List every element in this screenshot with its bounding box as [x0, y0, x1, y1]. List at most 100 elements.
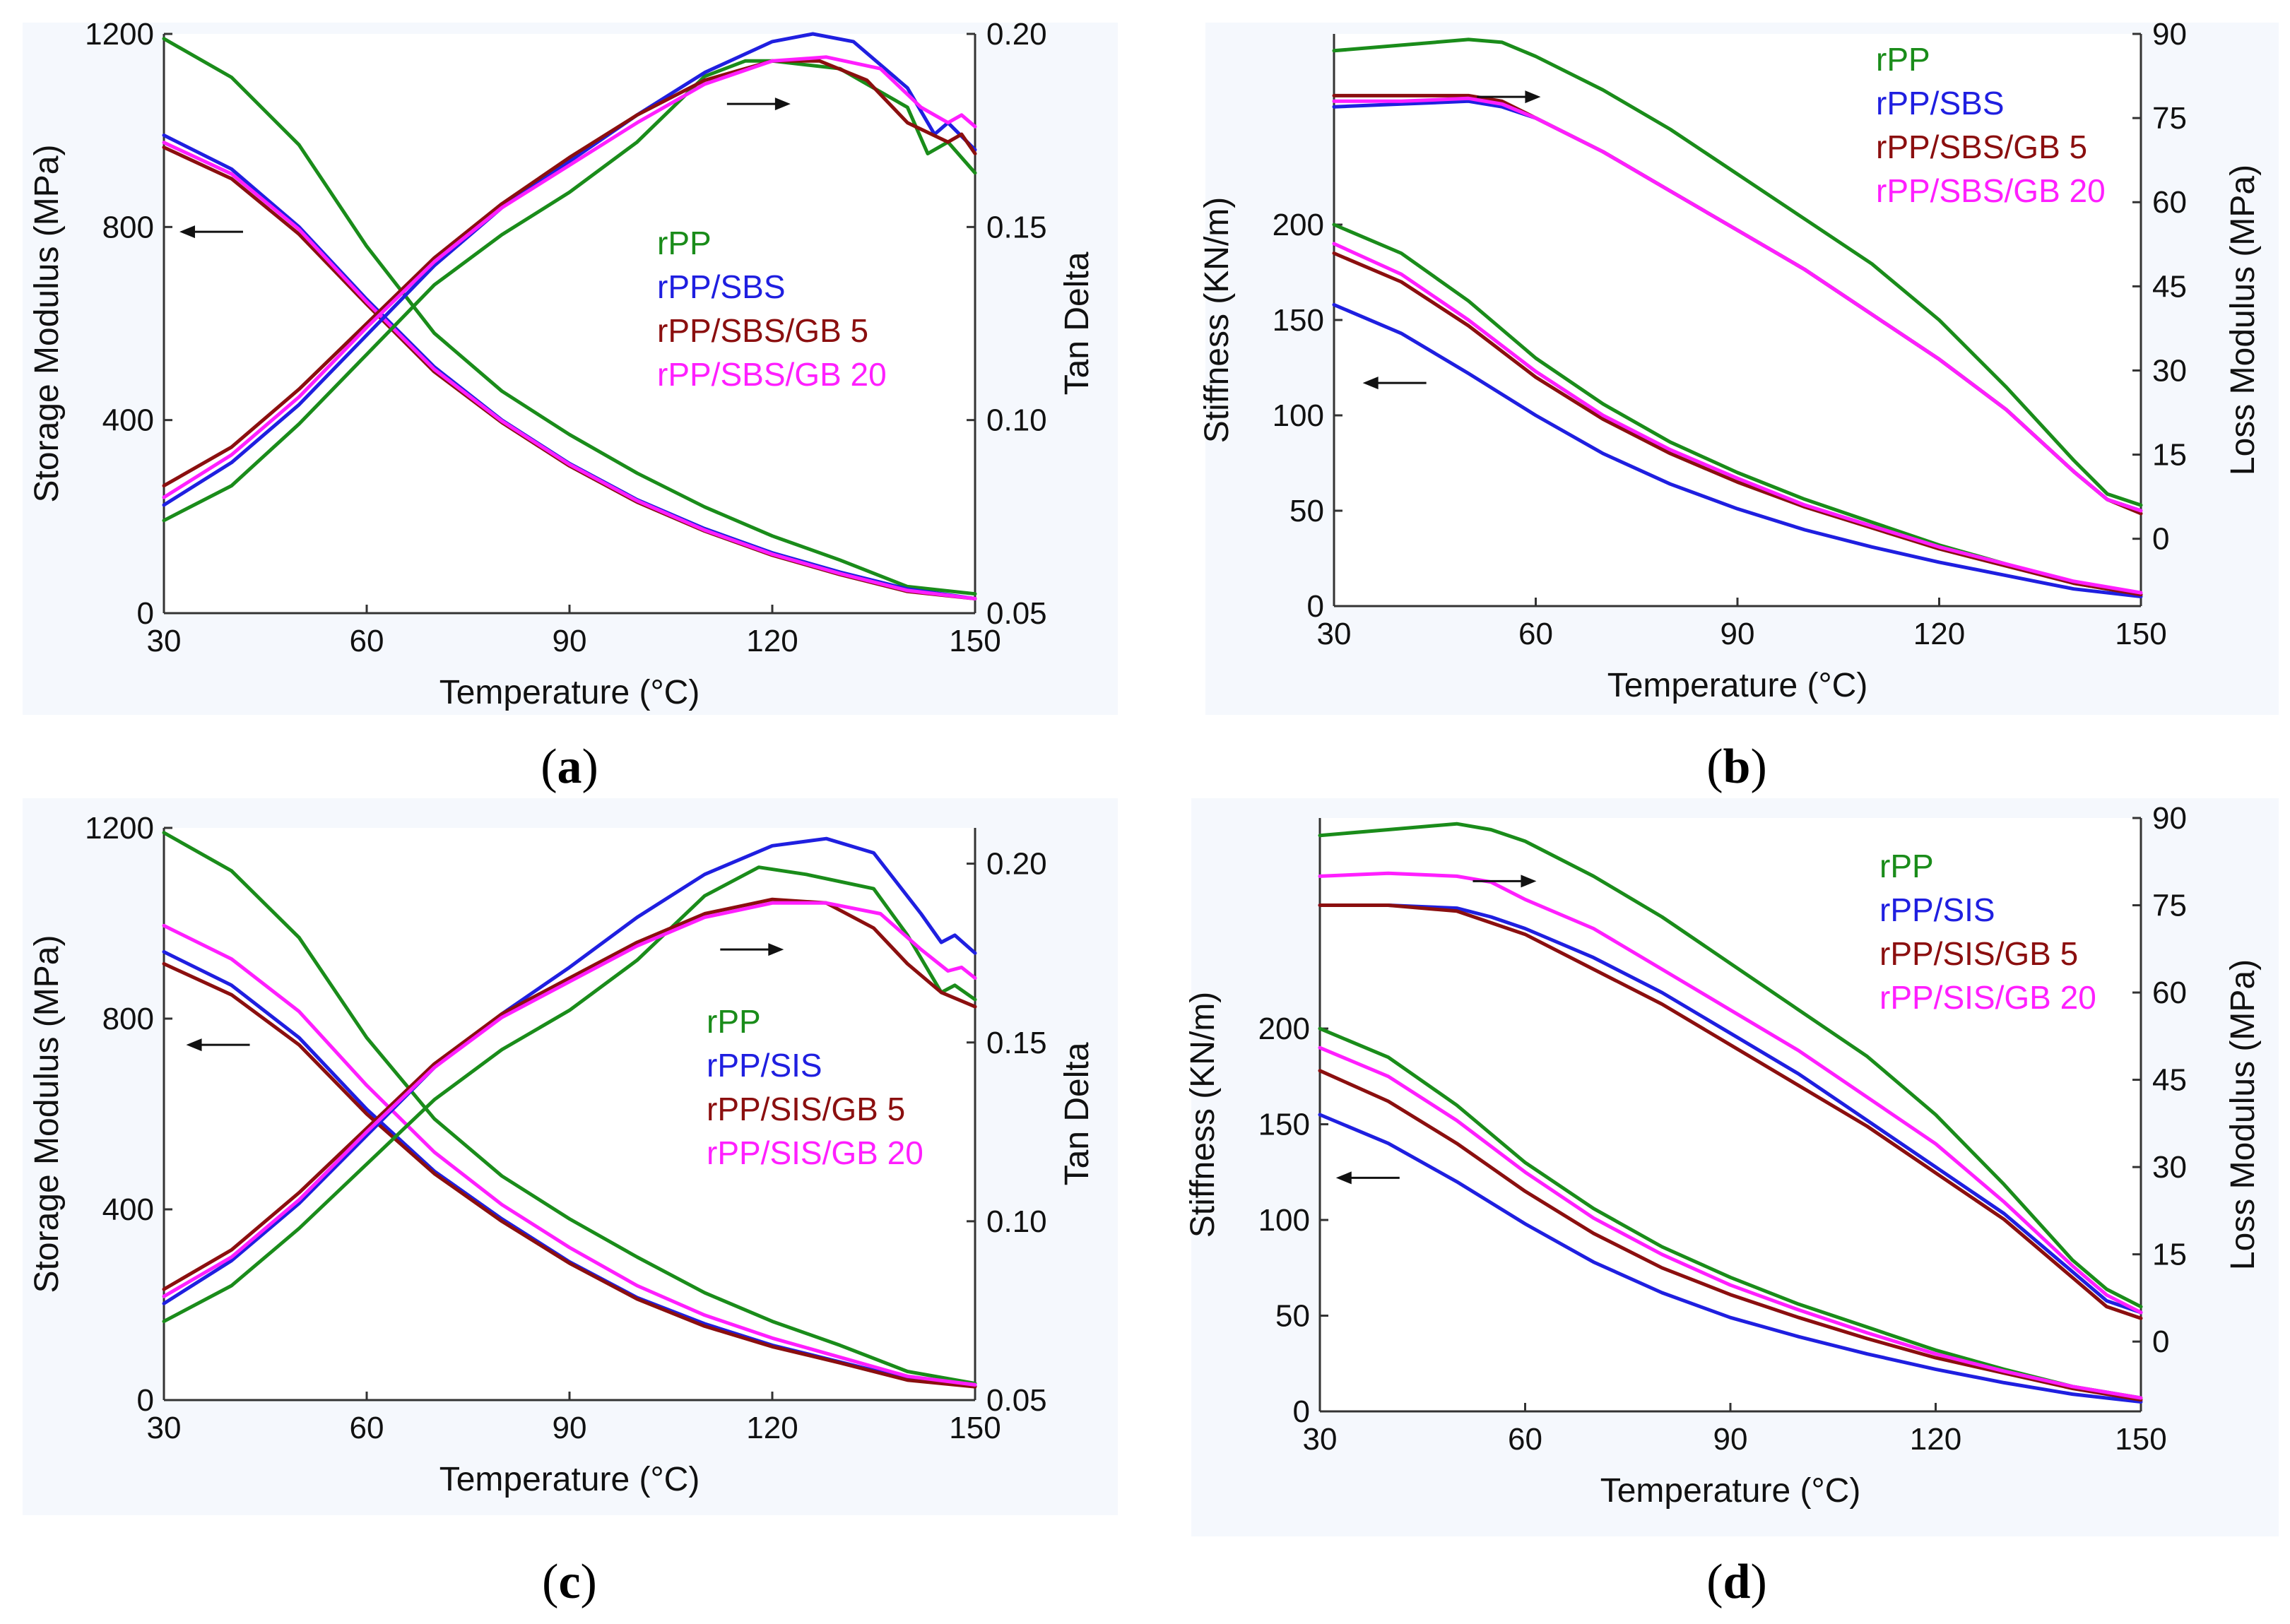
- x-tick-label: 150: [2115, 1422, 2166, 1457]
- arrow-left-icon: [186, 1038, 202, 1052]
- x-tick-label: 90: [1713, 1422, 1748, 1457]
- y-right-tick-label: 0.10: [986, 1204, 1047, 1239]
- panel-letter: c: [558, 1555, 580, 1609]
- x-tick-label: 60: [350, 624, 384, 658]
- panel-b: 30 60 90 120 150 0 50 100 150 200 0 15 30 45 60 75 90 Tem…: [1198, 17, 2279, 794]
- y-left-axis-title: Storage Modulus (MPa): [28, 935, 66, 1293]
- y-left-tick-label: 0: [1307, 589, 1324, 624]
- series-line-rpp-right: [1332, 37, 2143, 507]
- y-left-tick-label: 1200: [85, 811, 154, 846]
- y-left-tick-label: 800: [102, 1002, 154, 1036]
- legend-entry-rpp-sis: rPP/SIS: [1879, 891, 1995, 928]
- y-right-tick-label: 0.05: [986, 596, 1047, 631]
- series-line-rpp-sis-right: [1318, 903, 2143, 1315]
- panel-d: 30 60 90 120 150 0 50 100 150 200 0 15 30 45 60 75 90 Tem…: [1184, 798, 2279, 1609]
- y-left-tick-label: 400: [102, 403, 154, 438]
- y-right-tick-label: 75: [2152, 889, 2187, 923]
- y-left-tick-label: 0: [137, 1383, 154, 1418]
- panel-label-a: (a): [541, 740, 598, 794]
- legend-entry-rpp: rPP: [657, 225, 712, 261]
- plot-area: [1334, 34, 2141, 606]
- x-tick-label: 30: [147, 624, 182, 658]
- plot-area: [164, 828, 975, 1400]
- series-line-rpp-sbs-gb-20-right: [1332, 96, 2143, 513]
- series-line-rpp-sis-gb-20-right: [162, 901, 977, 1298]
- series-line-rpp-left: [1318, 1026, 2143, 1400]
- x-tick-label: 90: [553, 1411, 587, 1445]
- plot-area: [164, 34, 975, 613]
- panel-label-d: (d): [1706, 1555, 1767, 1609]
- series-line-rpp-left: [162, 831, 977, 1385]
- panel-letter: d: [1723, 1555, 1751, 1609]
- legend-entry-rpp-sbs-gb-5: rPP/SBS/GB 5: [1876, 129, 2087, 165]
- arrow-right-icon: [774, 97, 791, 111]
- y-right-tick-label: 0.05: [986, 1383, 1047, 1418]
- series-line-rpp-sbs-gb-20-right: [162, 55, 977, 499]
- arrow-left-icon: [1362, 377, 1379, 390]
- y-right-tick-label: 0.10: [986, 403, 1047, 438]
- series-line-rpp-sbs-gb-20-left: [162, 141, 977, 600]
- legend-entry-rpp-sis: rPP/SIS: [707, 1047, 822, 1084]
- x-tick-label: 60: [1508, 1422, 1542, 1457]
- y-right-tick-label: 60: [2152, 185, 2187, 220]
- y-right-tick-label: 15: [2152, 1238, 2187, 1272]
- y-left-axis-title: Stiffness (KN/m): [1184, 992, 1222, 1238]
- y-left-tick-label: 100: [1258, 1203, 1310, 1238]
- series-line-rpp-sis-gb-5-right: [1318, 903, 2143, 1320]
- y-right-tick-label: 45: [2152, 269, 2187, 304]
- y-left-axis-title: Storage Modulus (MPa): [28, 145, 66, 503]
- x-tick-label: 90: [1721, 617, 1755, 651]
- series-line-rpp-right: [1318, 822, 2143, 1309]
- x-axis-title: Temperature (°C): [439, 1461, 700, 1498]
- y-right-tick-label: 15: [2152, 438, 2187, 473]
- y-right-tick-label: 0.15: [986, 1026, 1047, 1060]
- y-left-tick-label: 0: [1293, 1394, 1310, 1429]
- arrow-left-icon: [179, 225, 195, 239]
- legend-entry-rpp-sis-gb-5: rPP/SIS/GB 5: [707, 1091, 905, 1127]
- x-tick-label: 120: [1910, 1422, 1961, 1457]
- y-left-tick-label: 150: [1258, 1108, 1310, 1142]
- y-right-tick-label: 0: [2152, 1324, 2169, 1359]
- legend-entry-rpp: rPP: [707, 1003, 761, 1040]
- series-line-rpp-sbs-gb-5-left: [1332, 251, 2143, 597]
- x-tick-label: 60: [350, 1411, 384, 1445]
- series-line-rpp-sbs-left: [1332, 302, 2143, 598]
- y-right-tick-label: 90: [2152, 801, 2187, 836]
- y-left-tick-label: 50: [1275, 1299, 1310, 1334]
- y-left-tick-label: 0: [137, 596, 154, 631]
- legend-entry-rpp-sbs-gb-20: rPP/SBS/GB 20: [657, 356, 887, 393]
- arrow-right-icon: [768, 943, 784, 956]
- panel-letter: b: [1723, 740, 1751, 794]
- y-right-axis-title: Loss Modulus (MPa): [2224, 165, 2262, 475]
- x-tick-label: 30: [147, 1411, 182, 1445]
- legend-entry-rpp-sbs: rPP/SBS: [657, 268, 786, 305]
- y-left-tick-label: 200: [1273, 208, 1324, 242]
- x-tick-label: 30: [1303, 1422, 1338, 1457]
- series-line-rpp-sbs-right: [162, 32, 977, 507]
- y-right-tick-label: 0.20: [986, 847, 1047, 882]
- x-tick-label: 60: [1518, 617, 1553, 651]
- x-tick-label: 120: [746, 1411, 798, 1445]
- y-left-tick-label: 1200: [85, 17, 154, 52]
- arrow-right-icon: [1521, 875, 1537, 888]
- y-left-tick-label: 400: [102, 1192, 154, 1227]
- panel-a: 30 60 90 120 150 0 400 800 1200 0.05 0.10 0.15 0.20 T…: [23, 17, 1118, 794]
- series-line-rpp-sis-gb-20-left: [1318, 1045, 2143, 1400]
- x-tick-label: 120: [746, 624, 798, 658]
- series-line-rpp-sis-gb-20-left: [162, 923, 977, 1387]
- series-line-rpp-right: [162, 59, 977, 523]
- y-left-tick-label: 50: [1289, 494, 1324, 528]
- arrow-right-icon: [1525, 90, 1541, 104]
- panel-label-b: (b): [1706, 740, 1767, 794]
- series-line-rpp-sbs-gb-5-right: [162, 59, 977, 488]
- y-right-tick-label: 90: [2152, 17, 2187, 52]
- y-right-axis-title: Loss Modulus (MPa): [2224, 959, 2262, 1270]
- legend-entry-rpp-sis-gb-20: rPP/SIS/GB 20: [707, 1134, 923, 1171]
- arrow-left-icon: [1335, 1171, 1352, 1185]
- x-tick-label: 150: [949, 624, 1001, 658]
- y-right-tick-label: 30: [2152, 353, 2187, 388]
- y-right-tick-label: 0.15: [986, 210, 1047, 244]
- legend-entry-rpp: rPP: [1876, 41, 1930, 78]
- y-right-axis-title: Tan Delta: [1058, 1042, 1096, 1185]
